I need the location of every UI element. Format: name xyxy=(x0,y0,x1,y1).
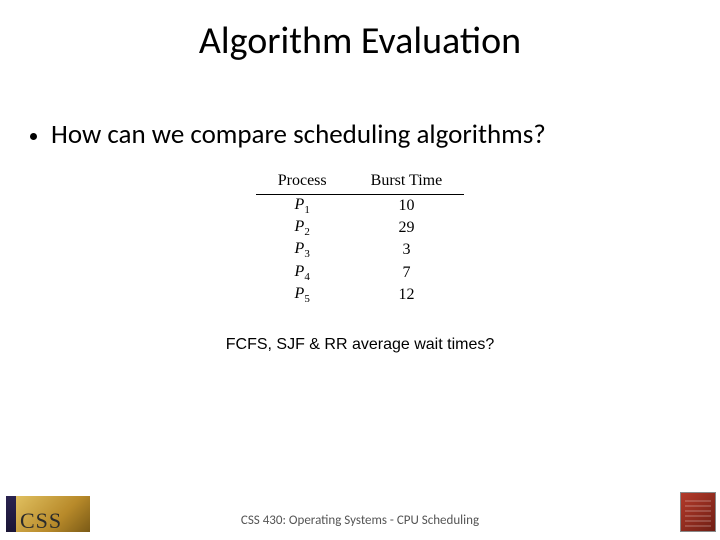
process-table: Process Burst Time P1 10 P2 29 P3 3 xyxy=(256,170,464,306)
slide-title: Algorithm Evaluation xyxy=(0,18,720,64)
footer-text: CSS 430: Operating Systems - CPU Schedul… xyxy=(0,513,720,528)
table-row: P3 3 xyxy=(256,239,464,261)
table-row: P4 7 xyxy=(256,262,464,284)
bullet-text: How can we compare scheduling algorithms… xyxy=(51,118,546,151)
slide: Algorithm Evaluation How can we compare … xyxy=(0,0,720,540)
bullet-dot-icon xyxy=(30,133,37,140)
question-text: FCFS, SJF & RR average wait times? xyxy=(0,336,720,354)
table-row: P2 29 xyxy=(256,217,464,239)
table-row: P1 10 xyxy=(256,195,464,218)
cell-process: P5 xyxy=(256,284,349,306)
cell-burst: 29 xyxy=(349,217,465,239)
col-header-burst: Burst Time xyxy=(349,170,465,195)
thumbnail-right-icon xyxy=(680,492,716,532)
cell-burst: 12 xyxy=(349,284,465,306)
cell-burst: 7 xyxy=(349,262,465,284)
cell-process: P2 xyxy=(256,217,349,239)
cell-process: P4 xyxy=(256,262,349,284)
cell-burst: 10 xyxy=(349,195,465,218)
table-row: P5 12 xyxy=(256,284,464,306)
col-header-process: Process xyxy=(256,170,349,195)
cell-process: P1 xyxy=(256,195,349,218)
table-header-row: Process Burst Time xyxy=(256,170,464,195)
cell-burst: 3 xyxy=(349,239,465,261)
cell-process: P3 xyxy=(256,239,349,261)
process-table-wrap: Process Burst Time P1 10 P2 29 P3 3 xyxy=(0,170,720,306)
bullet-item: How can we compare scheduling algorithms… xyxy=(30,118,546,151)
